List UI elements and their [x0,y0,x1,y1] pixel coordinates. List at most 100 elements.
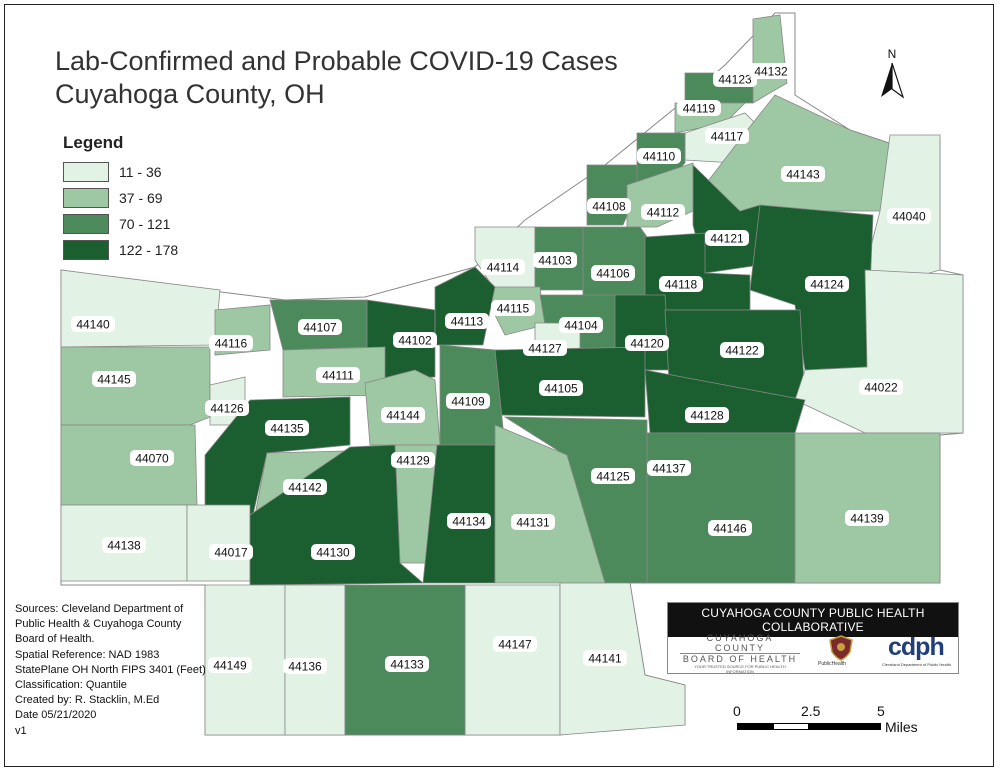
zip-label-bg [511,514,555,530]
zip-label-44119: 44119 [683,102,716,116]
legend-swatch [63,188,109,208]
zip-label-bg [887,208,931,224]
map-title: Lab-Confirmed and Probable COVID-19 Case… [55,45,618,111]
zip-label-bg [533,252,577,268]
zip-label-44102: 44102 [398,334,432,348]
zip-label-bg [720,342,764,358]
zip-label-44132: 44132 [754,65,788,79]
cdph-logo: cdph [888,633,945,661]
legend-item: 70 - 121 [63,211,178,237]
zip-label-44118: 44118 [665,278,698,292]
zip-label-44070: 44070 [135,452,169,466]
scale-tick: 2.5 [801,703,821,719]
zip-label-bg [641,204,685,220]
cdph-tagline: Cleveland Department of Public Health [882,662,951,667]
zip-label-bg [316,367,360,383]
sources-line: Classification: Quantile [15,679,127,692]
zip-label-bg [637,148,681,164]
zip-region-44145 [60,346,211,426]
zip-label-bg [587,198,631,214]
map-title-line2: Cuyahoga County, OH [55,79,325,109]
zip-label-44126: 44126 [210,402,244,416]
sources-note: Sources: Cleveland Department of Public … [15,602,215,739]
legend-label: 70 - 121 [119,216,171,232]
zip-region-44147 [464,584,561,736]
zip-label-bg [311,544,355,560]
sources-line: Sources: Cleveland Department of [15,603,184,615]
zip-region-44140 [60,269,221,348]
zip-label-44138: 44138 [107,539,141,553]
zip-label-bg [625,335,669,351]
zip-label-44129: 44129 [396,454,430,468]
zip-label-bg [447,513,491,529]
north-label: N [887,47,897,61]
zip-label-bg [705,128,749,144]
zip-label-bg [92,371,136,387]
scale-unit: Miles [885,719,918,735]
zip-label-44139: 44139 [850,512,884,526]
scale-tick: 0 [733,703,741,719]
legend-item: 122 - 178 [63,237,178,263]
zip-label-bg [659,276,703,292]
zip-label-44113: 44113 [451,315,484,329]
zip-label-44114: 44114 [487,261,520,275]
boh-line1: CUYAHOGA COUNTY [706,633,774,653]
collaborative-logos: CUYAHOGA COUNTY PUBLIC HEALTH COLLABORAT… [667,602,959,674]
zip-label-bg [393,332,437,348]
zip-region-44146 [646,432,796,584]
zip-label-44133: 44133 [390,658,424,672]
zip-label-44143: 44143 [786,168,820,182]
zip-label-44123: 44123 [718,73,752,87]
north-arrow-glyph [881,62,905,99]
zip-label-bg [391,452,435,468]
sources-line: v1 [15,724,27,737]
zip-label-44106: 44106 [596,267,630,281]
zip-label-bg [559,317,603,333]
zip-label-44146: 44146 [713,522,747,536]
zip-region-44135 [204,396,351,516]
sources-line: Board of Health. [15,633,95,646]
zip-label-44112: 44112 [647,206,680,220]
zip-label-44135: 44135 [270,422,304,436]
zip-label-bg [805,276,849,292]
zip-label-bg [208,657,252,673]
zip-label-bg [491,300,535,316]
zip-label-44116: 44116 [215,337,248,351]
north-arrow-icon: N [877,47,907,105]
legend-swatch [63,214,109,234]
zip-label-44103: 44103 [538,254,572,268]
zip-label-bg [539,380,583,396]
zip-label-44127: 44127 [528,342,562,356]
zip-label-bg [493,636,537,652]
zip-region-44139 [794,432,941,584]
zip-label-44107: 44107 [303,321,337,335]
legend-swatch [63,162,109,182]
zip-label-44120: 44120 [630,337,664,351]
zip-label-44040: 44040 [892,210,926,224]
sources-line: Spatial Reference: NAD 1983 [15,648,160,661]
zip-label-bg [205,400,249,416]
legend-item: 37 - 69 [63,185,178,211]
zip-label-bg [781,166,825,182]
sources-line: Public Health & Cuyahoga County [15,618,182,631]
map-frame: 44123 44132 44119 44117 44110 44143 44108 44112… [4,4,994,767]
zip-label-bg [283,479,327,495]
legend-label: 122 - 178 [119,242,179,258]
zip-label-bg [523,340,567,356]
scale-tick: 5 [877,703,885,719]
zip-label-44130: 44130 [316,546,350,560]
zip-label-44140: 44140 [76,318,110,332]
zip-label-bg [71,316,115,332]
scale-bar: 0 2.5 5 Miles [725,703,925,737]
zip-label-44104: 44104 [564,319,598,333]
zip-label-bg [591,265,635,281]
zip-label-44108: 44108 [592,200,626,214]
zip-label-44105: 44105 [544,382,578,396]
zip-label-44147: 44147 [498,638,532,652]
zip-label-44117: 44117 [711,130,744,144]
legend-swatch [63,240,109,260]
zip-label-bg [677,100,721,116]
boh-line2: BOARD OF HEALTH [680,653,800,664]
zip-region-44022 [794,269,964,434]
